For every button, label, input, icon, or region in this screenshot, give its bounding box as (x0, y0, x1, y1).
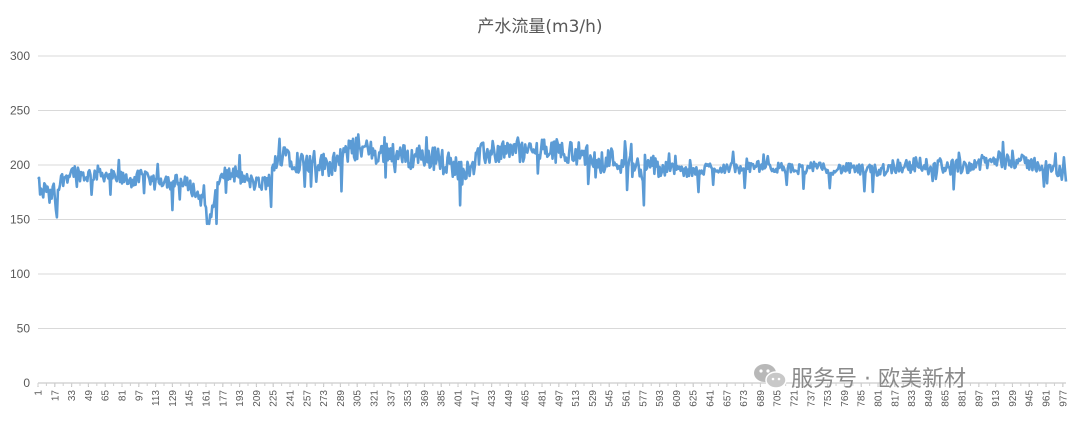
x-tick-label: 881 (958, 390, 969, 407)
x-tick-label: 753 (823, 390, 834, 407)
series-group (37, 133, 1068, 226)
watermark: 服务号 · 欧美新材 (754, 364, 966, 392)
x-tick-label: 689 (756, 390, 767, 407)
x-tick-label: 801 (874, 390, 885, 407)
x-tick-label: 849 (924, 390, 935, 407)
chart-title: 产水流量(m3/h) (477, 17, 602, 37)
x-tick-label: 129 (168, 390, 179, 407)
x-tick-label: 353 (403, 390, 414, 407)
x-tick-label: 177 (218, 390, 229, 407)
x-tick-label: 673 (739, 390, 750, 407)
y-tick-label: 200 (10, 158, 30, 172)
x-tick-label: 625 (689, 390, 700, 407)
x-tick-label: 737 (806, 390, 817, 407)
x-tick-label: 561 (622, 390, 633, 407)
x-tick-label: 721 (790, 390, 801, 407)
x-tick-label: 417 (470, 390, 481, 407)
y-tick-label: 150 (10, 213, 30, 227)
x-tick-label: 145 (185, 390, 196, 407)
x-tick-label: 705 (773, 390, 784, 407)
x-tick-label: 161 (202, 390, 213, 407)
x-tick-label: 337 (386, 390, 397, 407)
x-tick-label: 209 (252, 390, 263, 407)
x-tick-label: 785 (857, 390, 868, 407)
x-axis-ticks: 1 17 33 49 65 81 97 113 129 145 161 177 193 209 225 241… (34, 383, 1069, 407)
x-tick-label: 657 (722, 390, 733, 407)
x-tick-label: 49 (84, 390, 95, 402)
x-tick-label: 769 (840, 390, 851, 407)
x-tick-label: 977 (1058, 390, 1069, 407)
x-tick-label: 225 (269, 390, 280, 407)
x-tick-label: 241 (286, 390, 297, 407)
x-tick-label: 641 (706, 390, 717, 407)
x-tick-label: 897 (974, 390, 985, 407)
x-tick-label: 513 (571, 390, 582, 407)
x-tick-label: 497 (554, 390, 565, 407)
x-tick-label: 817 (890, 390, 901, 407)
x-tick-label: 929 (1008, 390, 1019, 407)
x-tick-label: 257 (302, 390, 313, 407)
x-tick-label: 81 (118, 390, 129, 402)
series-line (37, 133, 1068, 226)
x-tick-label: 1 (34, 390, 45, 396)
x-tick-label: 401 (454, 390, 465, 407)
y-tick-label: 250 (10, 104, 30, 118)
x-tick-label: 33 (67, 390, 78, 402)
x-tick-label: 369 (420, 390, 431, 407)
x-tick-label: 193 (235, 390, 246, 407)
x-tick-label: 465 (521, 390, 532, 407)
wechat-icon (754, 364, 787, 389)
x-tick-label: 385 (437, 390, 448, 407)
x-tick-label: 833 (907, 390, 918, 407)
y-axis-ticks: 0 50 100 150 200 250 300 (10, 49, 30, 390)
x-tick-label: 913 (991, 390, 1002, 407)
x-tick-label: 321 (370, 390, 381, 407)
x-tick-label: 545 (605, 390, 616, 407)
x-tick-label: 529 (588, 390, 599, 407)
x-tick-label: 593 (655, 390, 666, 407)
x-tick-label: 97 (134, 390, 145, 402)
y-tick-label: 50 (17, 322, 31, 336)
x-tick-label: 113 (151, 390, 162, 406)
x-tick-label: 609 (672, 390, 683, 407)
y-tick-label: 100 (10, 267, 30, 281)
y-tick-label: 300 (10, 49, 30, 63)
x-tick-label: 945 (1025, 390, 1036, 407)
x-tick-label: 305 (353, 390, 364, 407)
x-tick-label: 289 (336, 390, 347, 407)
x-tick-label: 273 (319, 390, 330, 407)
x-tick-label: 449 (504, 390, 515, 407)
x-tick-label: 65 (101, 390, 112, 402)
y-tick-label: 0 (23, 376, 30, 390)
x-tick-label: 433 (487, 390, 498, 407)
x-tick-label: 481 (538, 390, 549, 407)
x-tick-label: 961 (1042, 390, 1053, 407)
x-tick-label: 577 (638, 390, 649, 407)
watermark-text: 服务号 · 欧美新材 (791, 367, 966, 392)
x-tick-label: 17 (50, 390, 61, 402)
x-tick-label: 865 (941, 390, 952, 407)
